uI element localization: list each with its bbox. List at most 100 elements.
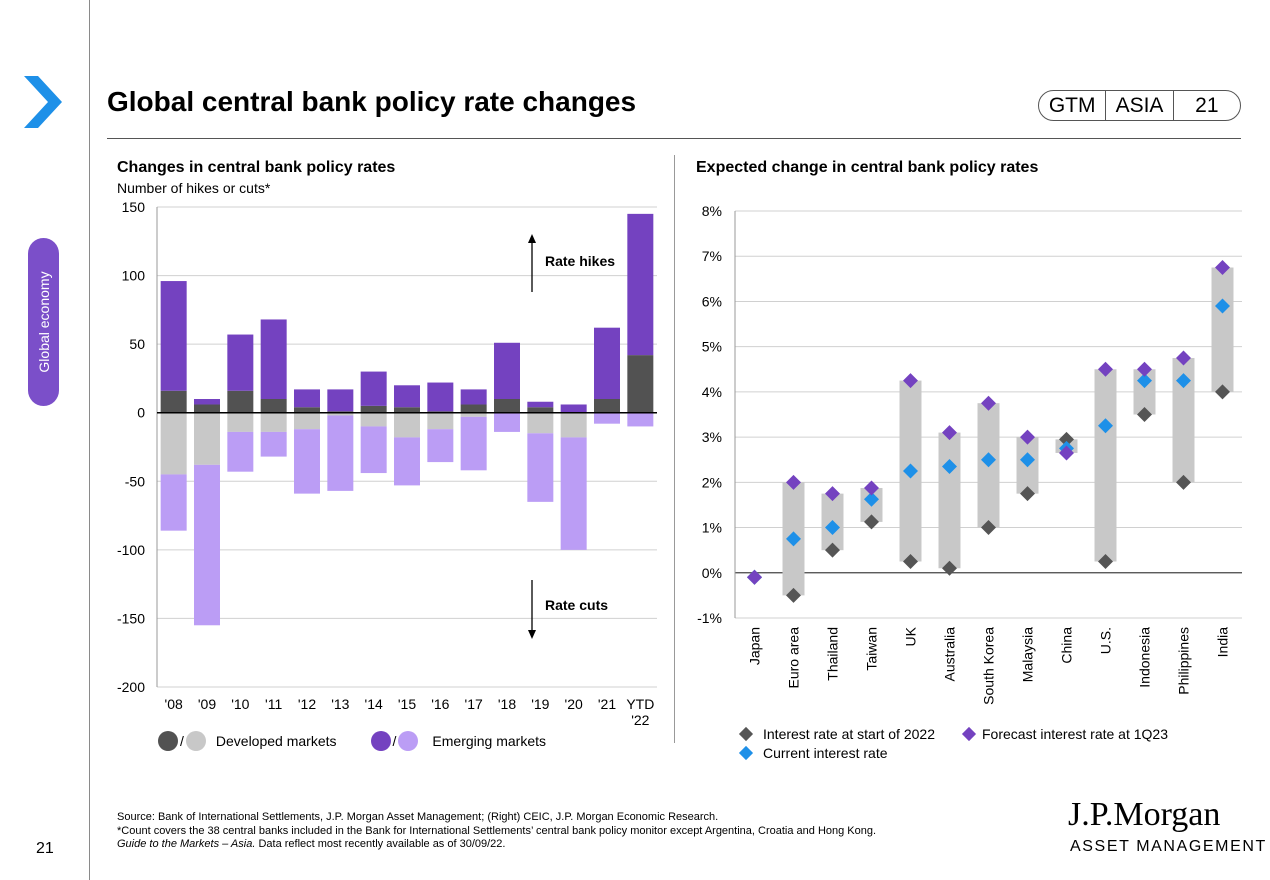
marker-start-2022: [864, 514, 879, 530]
rate-cuts-label: Rate cuts: [545, 597, 608, 613]
x-tick-label: '13: [331, 696, 349, 712]
x-tick-label: '21: [598, 696, 616, 712]
bar-dm-cuts: [327, 412, 354, 416]
asset-management-logo: ASSET MANAGEMENT: [1070, 838, 1267, 855]
bar-dm-cuts: [160, 412, 187, 475]
x-tick-label: Indonesia: [1137, 627, 1153, 688]
marker-current: [1098, 418, 1113, 434]
range-bar: [1172, 357, 1195, 483]
marker-current: [1020, 452, 1035, 468]
x-tick-label: '16: [431, 696, 449, 712]
legend-forecast-marker: [961, 726, 977, 742]
marker-current: [1176, 373, 1191, 389]
marker-start-2022: [1137, 407, 1152, 422]
x-tick-label: Euro area: [786, 627, 802, 689]
marker-start-2022: [1098, 553, 1113, 569]
chart-divider: [674, 155, 675, 743]
bar-em-hikes: [527, 401, 554, 408]
left-chart-title: Changes in central bank policy rates: [117, 159, 396, 176]
y-tick-label: 2%: [702, 474, 722, 490]
range-bar: [938, 432, 961, 569]
left-margin-rule: [89, 0, 90, 880]
bar-em-hikes: [460, 389, 487, 405]
marker-start-2022: [903, 553, 918, 569]
x-tick-label: '08: [165, 696, 183, 712]
badge-separator: [1172, 90, 1174, 121]
x-tick-label: '17: [465, 696, 483, 712]
legend-separator: /: [180, 733, 184, 749]
x-tick-label: South Korea: [981, 627, 997, 705]
bar-dm-hikes: [294, 407, 320, 413]
bar-dm-cuts: [227, 412, 254, 432]
legend-current-label: Current interest rate: [763, 745, 888, 761]
page-number: 21: [36, 840, 54, 857]
bar-em-cuts: [360, 426, 387, 474]
bar-dm-hikes: [394, 407, 420, 413]
marker-current: [942, 459, 957, 475]
marker-current: [786, 531, 801, 547]
legend-current-marker: [738, 745, 754, 761]
badge-region: ASIA: [1115, 93, 1164, 117]
right-chart: 8% 7% 6% 5% 4% 3% 2% 1% 0% -1% Japan Euro area Thail…: [697, 203, 1242, 705]
x-tick-label: UK: [903, 626, 919, 646]
y-tick-label: 0%: [702, 565, 722, 581]
y-tick-label: 1%: [702, 520, 722, 536]
marker-start-2022: [1020, 486, 1035, 502]
marker-current: [1215, 298, 1230, 314]
source-line: Source: Bank of International Settlement…: [117, 811, 719, 823]
bar-em-hikes: [327, 389, 354, 412]
bar-dm-cuts: [260, 412, 287, 432]
bar-dm-cuts: [360, 412, 387, 427]
marker-forecast-1q23: [1059, 445, 1074, 461]
y-tick-label: 4%: [702, 384, 722, 400]
marker-start-2022: [981, 520, 996, 536]
legend-dm-label: Developed markets: [215, 733, 337, 749]
marker-forecast-1q23: [1020, 429, 1035, 445]
bar-em-cuts: [227, 431, 254, 472]
x-tick-label: China: [1059, 627, 1075, 664]
left-legend: / Developed markets / Emerging markets: [158, 731, 546, 751]
y-tick-label: -1%: [697, 610, 722, 626]
x-tick-label: Taiwan: [864, 627, 880, 671]
y-tick-label: -100: [117, 542, 145, 558]
marker-current: [903, 463, 918, 479]
right-legend-forecast: Forecast interest rate at 1Q23: [961, 726, 1168, 742]
bar-dm-cuts: [427, 412, 454, 430]
marker-current: [981, 452, 996, 468]
y-tick-label: 5%: [702, 339, 722, 355]
x-tick-label: Australia: [942, 627, 958, 682]
legend-em-cut-swatch: [398, 731, 419, 751]
bar-dm-hikes: [160, 390, 187, 413]
bar-dm-cuts: [194, 412, 220, 465]
marker-forecast-1q23: [864, 480, 879, 496]
x-tick-label: '18: [498, 696, 516, 712]
bar-dm-hikes: [594, 399, 620, 413]
marker-forecast-1q23: [903, 373, 918, 389]
bar-em-cuts: [260, 431, 287, 457]
left-chart: 150 100 50 0 -50 -100 -150 -200 '08 '09 '10 '11 '12 '…: [117, 199, 657, 728]
marker-current: [1137, 373, 1152, 389]
marker-start-2022: [786, 587, 801, 603]
legend-start-label: Interest rate at start of 2022: [763, 726, 935, 742]
bar-em-hikes: [627, 213, 654, 356]
y-tick-label: -50: [125, 473, 145, 489]
hikes-arrow-head: [528, 234, 536, 243]
x-tick-label: '22: [631, 712, 649, 728]
section-tab[interactable]: Global economy: [28, 238, 59, 406]
x-tick-label: Thailand: [825, 627, 841, 681]
bar-em-cuts: [327, 415, 354, 491]
x-tick-label: '12: [298, 696, 316, 712]
x-tick-label: '10: [231, 696, 249, 712]
marker-forecast-1q23: [1098, 361, 1113, 377]
bar-em-hikes: [394, 385, 420, 408]
bar-em-hikes: [194, 399, 220, 405]
marker-start-2022: [825, 542, 840, 558]
x-tick-label: U.S.: [1098, 627, 1114, 654]
y-tick-label: -200: [117, 679, 145, 695]
bar-dm-hikes: [227, 390, 254, 413]
y-tick-label: 50: [129, 336, 145, 352]
title-rule: [107, 138, 1241, 139]
bar-em-cuts: [160, 474, 187, 531]
marker-current: [825, 520, 840, 536]
y-tick-label: 3%: [702, 429, 722, 445]
